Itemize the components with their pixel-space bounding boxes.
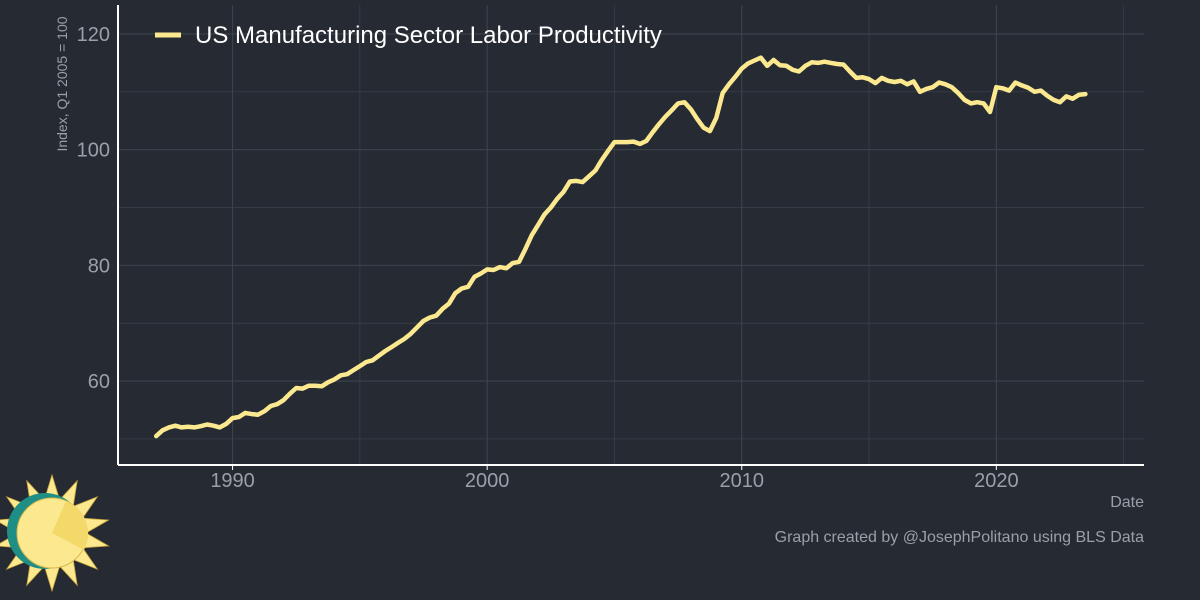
source-credit: Graph created by @JosephPolitano using B…	[775, 529, 1144, 546]
x-tick-label: 2010	[719, 470, 764, 492]
y-axis-title: Index, Q1 2005 = 100	[54, 16, 70, 151]
series-line	[153, 55, 1088, 439]
x-tick-label: 2000	[465, 470, 510, 492]
y-tick-label: 100	[77, 140, 110, 162]
y-tick-label: 120	[77, 24, 110, 46]
y-tick-label: 80	[88, 255, 110, 277]
sun-shade	[52, 501, 89, 550]
x-tick-label: 2020	[974, 470, 1019, 492]
tick-labels: 60 80 100 120 1990 2000 2010 2020	[77, 24, 1019, 492]
series-layer	[153, 55, 1088, 439]
legend: US Manufacturing Sector Labor Productivi…	[155, 22, 662, 49]
gridlines	[118, 5, 1144, 465]
x-tick-label: 1990	[210, 470, 255, 492]
x-axis-title: Date	[1110, 494, 1144, 511]
axes	[117, 5, 1144, 466]
sun-logo-icon	[0, 473, 110, 593]
y-tick-label: 60	[88, 371, 110, 393]
legend-label: US Manufacturing Sector Labor Productivi…	[195, 22, 662, 49]
